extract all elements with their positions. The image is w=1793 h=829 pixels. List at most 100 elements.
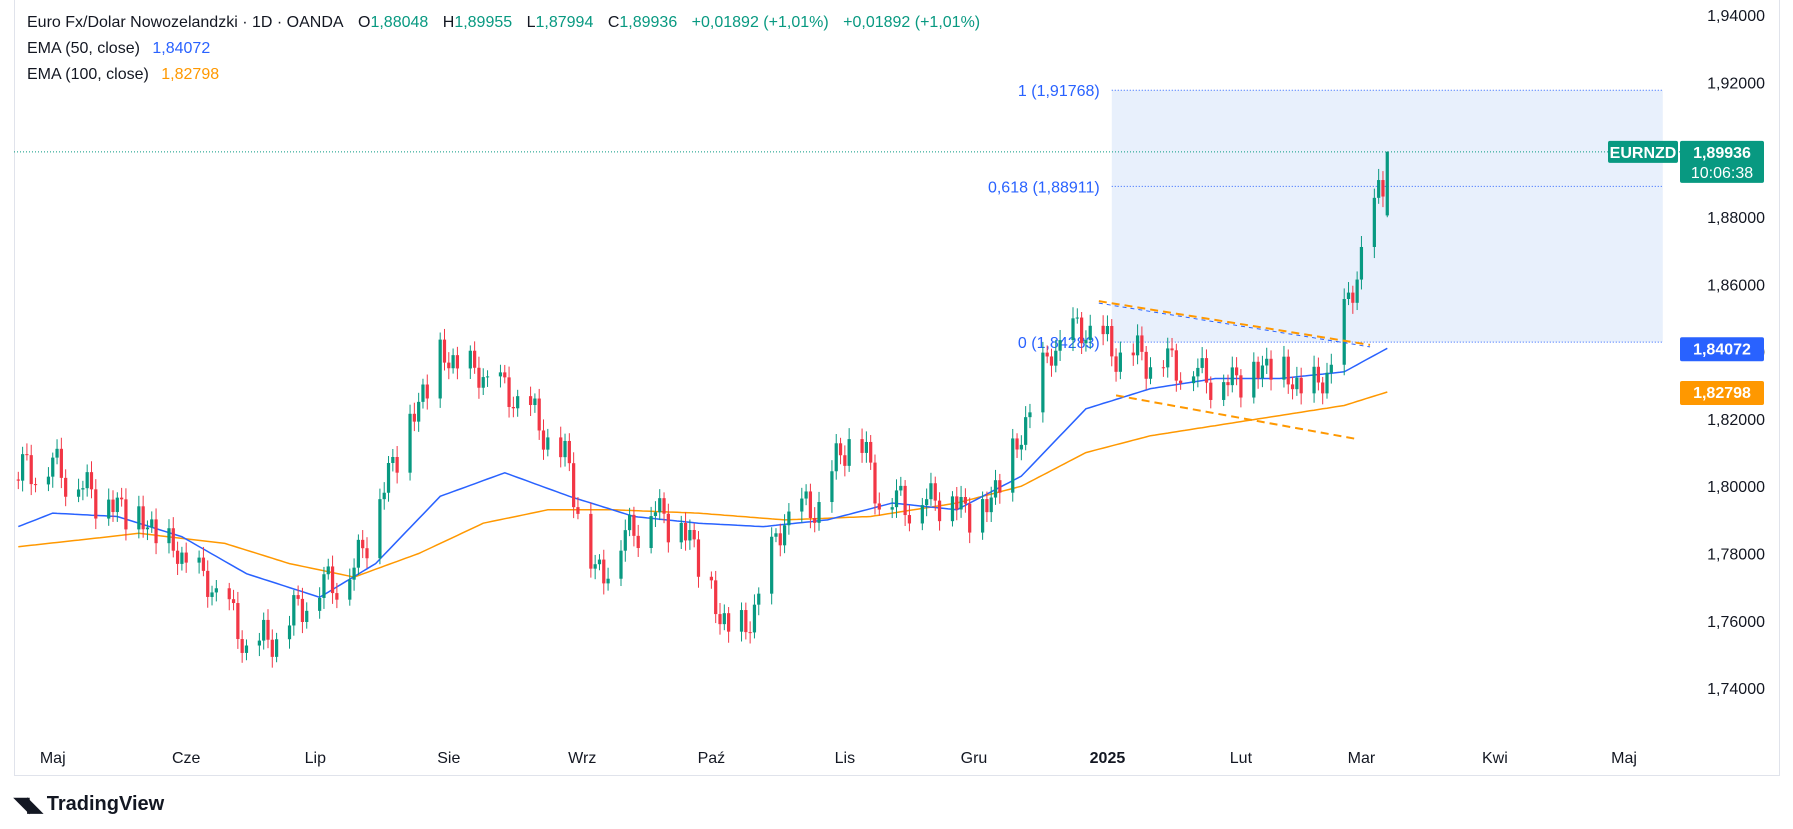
candle[interactable]: [696, 539, 701, 577]
candle[interactable]: [1200, 358, 1204, 368]
candle[interactable]: [1118, 352, 1122, 372]
candle[interactable]: [533, 398, 537, 406]
candle[interactable]: [873, 462, 877, 504]
candle[interactable]: [1226, 382, 1230, 386]
candle[interactable]: [748, 632, 752, 634]
candle[interactable]: [782, 525, 787, 546]
candle[interactable]: [511, 406, 515, 409]
candle[interactable]: [59, 448, 63, 478]
candle[interactable]: [1222, 382, 1226, 400]
candle[interactable]: [955, 496, 959, 510]
candle[interactable]: [1265, 358, 1269, 366]
candle[interactable]: [1114, 356, 1118, 372]
candle[interactable]: [688, 529, 692, 541]
candle[interactable]: [1239, 375, 1243, 398]
candle[interactable]: [804, 491, 808, 499]
candle[interactable]: [567, 440, 571, 464]
candle[interactable]: [89, 472, 94, 490]
candle[interactable]: [1355, 279, 1359, 303]
candle[interactable]: [421, 384, 425, 402]
candle[interactable]: [1191, 376, 1196, 384]
candle[interactable]: [834, 443, 838, 472]
candle[interactable]: [1041, 352, 1045, 413]
candle[interactable]: [636, 535, 640, 549]
candle[interactable]: [180, 552, 184, 564]
candle[interactable]: [141, 506, 145, 530]
candle[interactable]: [1054, 350, 1058, 366]
candle[interactable]: [287, 625, 292, 640]
candle[interactable]: [124, 499, 128, 530]
candle[interactable]: [201, 557, 206, 571]
candle[interactable]: [20, 454, 25, 481]
candle[interactable]: [1144, 351, 1148, 379]
candle[interactable]: [175, 550, 180, 564]
candle[interactable]: [1377, 180, 1381, 198]
candle[interactable]: [1110, 325, 1114, 357]
candle[interactable]: [1342, 298, 1346, 365]
candle[interactable]: [481, 377, 485, 388]
candle[interactable]: [778, 533, 782, 546]
candle[interactable]: [649, 516, 653, 549]
candle[interactable]: [1234, 367, 1239, 376]
candle[interactable]: [838, 443, 843, 456]
candle[interactable]: [292, 595, 296, 626]
candle[interactable]: [1269, 358, 1273, 380]
candle[interactable]: [64, 477, 68, 497]
candle[interactable]: [33, 484, 38, 486]
candle[interactable]: [752, 604, 757, 633]
candle[interactable]: [937, 500, 942, 522]
candle[interactable]: [1131, 352, 1135, 356]
candle[interactable]: [137, 506, 141, 530]
candle[interactable]: [1316, 366, 1321, 383]
candle[interactable]: [154, 519, 158, 544]
candle[interactable]: [1105, 325, 1110, 335]
candle[interactable]: [985, 499, 989, 513]
candle[interactable]: [606, 578, 610, 584]
candle[interactable]: [85, 472, 89, 489]
candle[interactable]: [1359, 246, 1364, 280]
candle-last[interactable]: [1385, 151, 1389, 216]
candle[interactable]: [869, 441, 873, 463]
candle[interactable]: [847, 439, 851, 466]
candle[interactable]: [877, 503, 881, 510]
candle[interactable]: [993, 480, 998, 498]
candle[interactable]: [727, 613, 731, 632]
candle[interactable]: [305, 610, 309, 622]
candle[interactable]: [274, 639, 279, 657]
candle[interactable]: [1252, 361, 1256, 398]
ema50-legend[interactable]: EMA (50, close) 1,84072: [27, 40, 212, 58]
candle[interactable]: [442, 339, 447, 363]
candle[interactable]: [890, 507, 894, 510]
candle[interactable]: [408, 413, 412, 473]
candle[interactable]: [546, 437, 550, 450]
candle[interactable]: [266, 619, 270, 640]
candle[interactable]: [111, 499, 115, 513]
channel-upper-line[interactable]: [1098, 300, 1371, 346]
candle[interactable]: [391, 456, 395, 463]
candle[interactable]: [425, 384, 429, 399]
candle[interactable]: [46, 476, 51, 485]
candle[interactable]: [382, 492, 386, 500]
candle[interactable]: [1071, 318, 1075, 341]
candle[interactable]: [1351, 292, 1355, 303]
candle[interactable]: [559, 437, 563, 458]
candle[interactable]: [757, 593, 761, 605]
candle[interactable]: [929, 483, 933, 500]
candle[interactable]: [477, 367, 481, 388]
candle[interactable]: [1290, 384, 1295, 390]
candle[interactable]: [1015, 438, 1019, 450]
candle[interactable]: [352, 567, 356, 580]
candle[interactable]: [1011, 438, 1015, 493]
candle[interactable]: [692, 529, 696, 540]
candle[interactable]: [94, 489, 98, 519]
candle[interactable]: [1161, 367, 1166, 369]
candle[interactable]: [1204, 358, 1209, 383]
candle[interactable]: [76, 489, 81, 497]
candle[interactable]: [197, 557, 201, 563]
channel-lower-line[interactable]: [1115, 394, 1358, 441]
candle[interactable]: [330, 566, 335, 594]
candle[interactable]: [860, 439, 864, 453]
candle[interactable]: [1260, 365, 1265, 379]
candle[interactable]: [214, 588, 218, 593]
candle[interactable]: [29, 455, 33, 485]
